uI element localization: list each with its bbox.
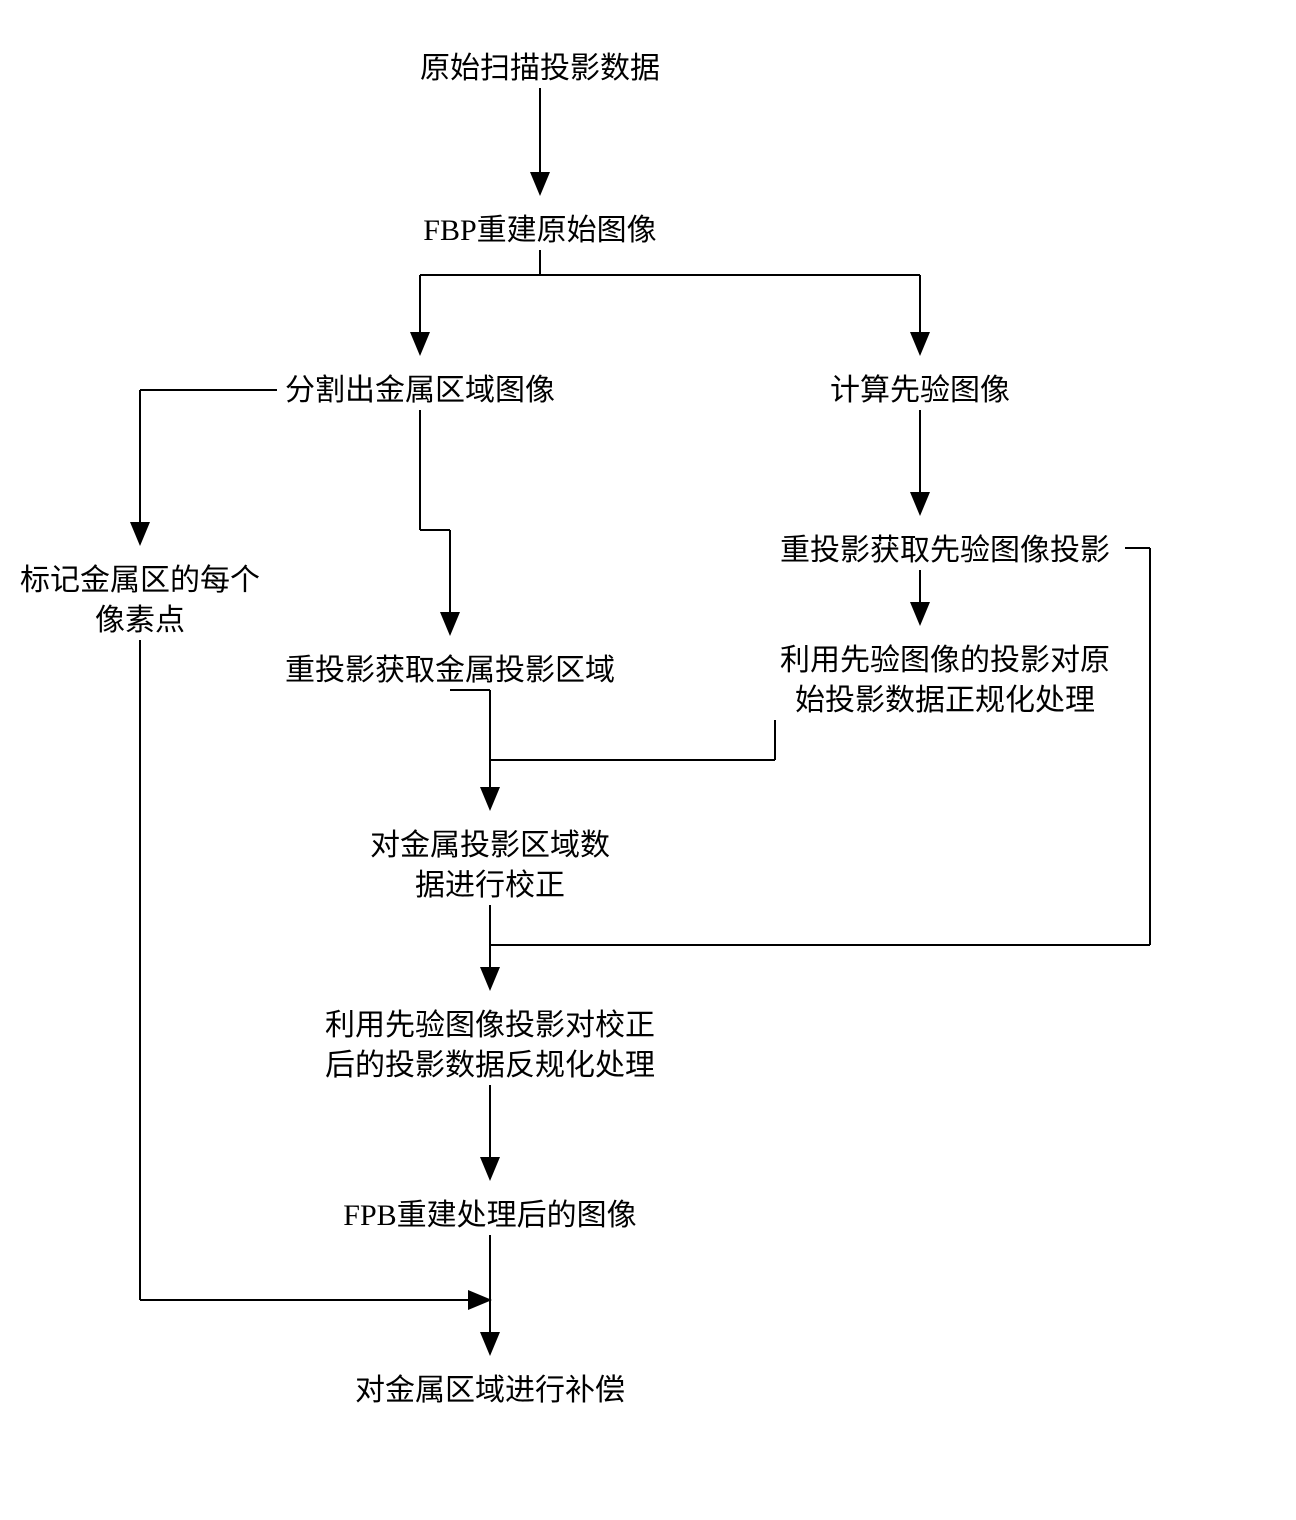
node-denormalize-line2: 后的投影数据反规化处理 — [325, 1045, 655, 1087]
node-normalize-line2: 始投影数据正规化处理 — [795, 680, 1095, 722]
node-normalize-line1: 利用先验图像的投影对原 — [780, 640, 1110, 682]
node-segment-metal: 分割出金属区域图像 — [285, 370, 555, 412]
node-fpb-rebuild: FPB重建处理后的图像 — [343, 1195, 636, 1237]
node-fbp-reconstruct: FBP重建原始图像 — [423, 210, 656, 252]
node-correct-line2: 据进行校正 — [415, 865, 565, 907]
node-mark-pixels-line2: 像素点 — [95, 600, 185, 642]
node-reproject-metal: 重投影获取金属投影区域 — [285, 650, 615, 692]
node-reproject-prior: 重投影获取先验图像投影 — [780, 530, 1110, 572]
node-denormalize-line1: 利用先验图像投影对校正 — [325, 1005, 655, 1047]
node-calc-prior: 计算先验图像 — [830, 370, 1010, 412]
node-compensate: 对金属区域进行补偿 — [355, 1370, 625, 1412]
node-mark-pixels-line1: 标记金属区的每个 — [20, 560, 260, 602]
node-correct-line1: 对金属投影区域数 — [370, 825, 610, 867]
node-raw-scan-data: 原始扫描投影数据 — [420, 48, 660, 90]
